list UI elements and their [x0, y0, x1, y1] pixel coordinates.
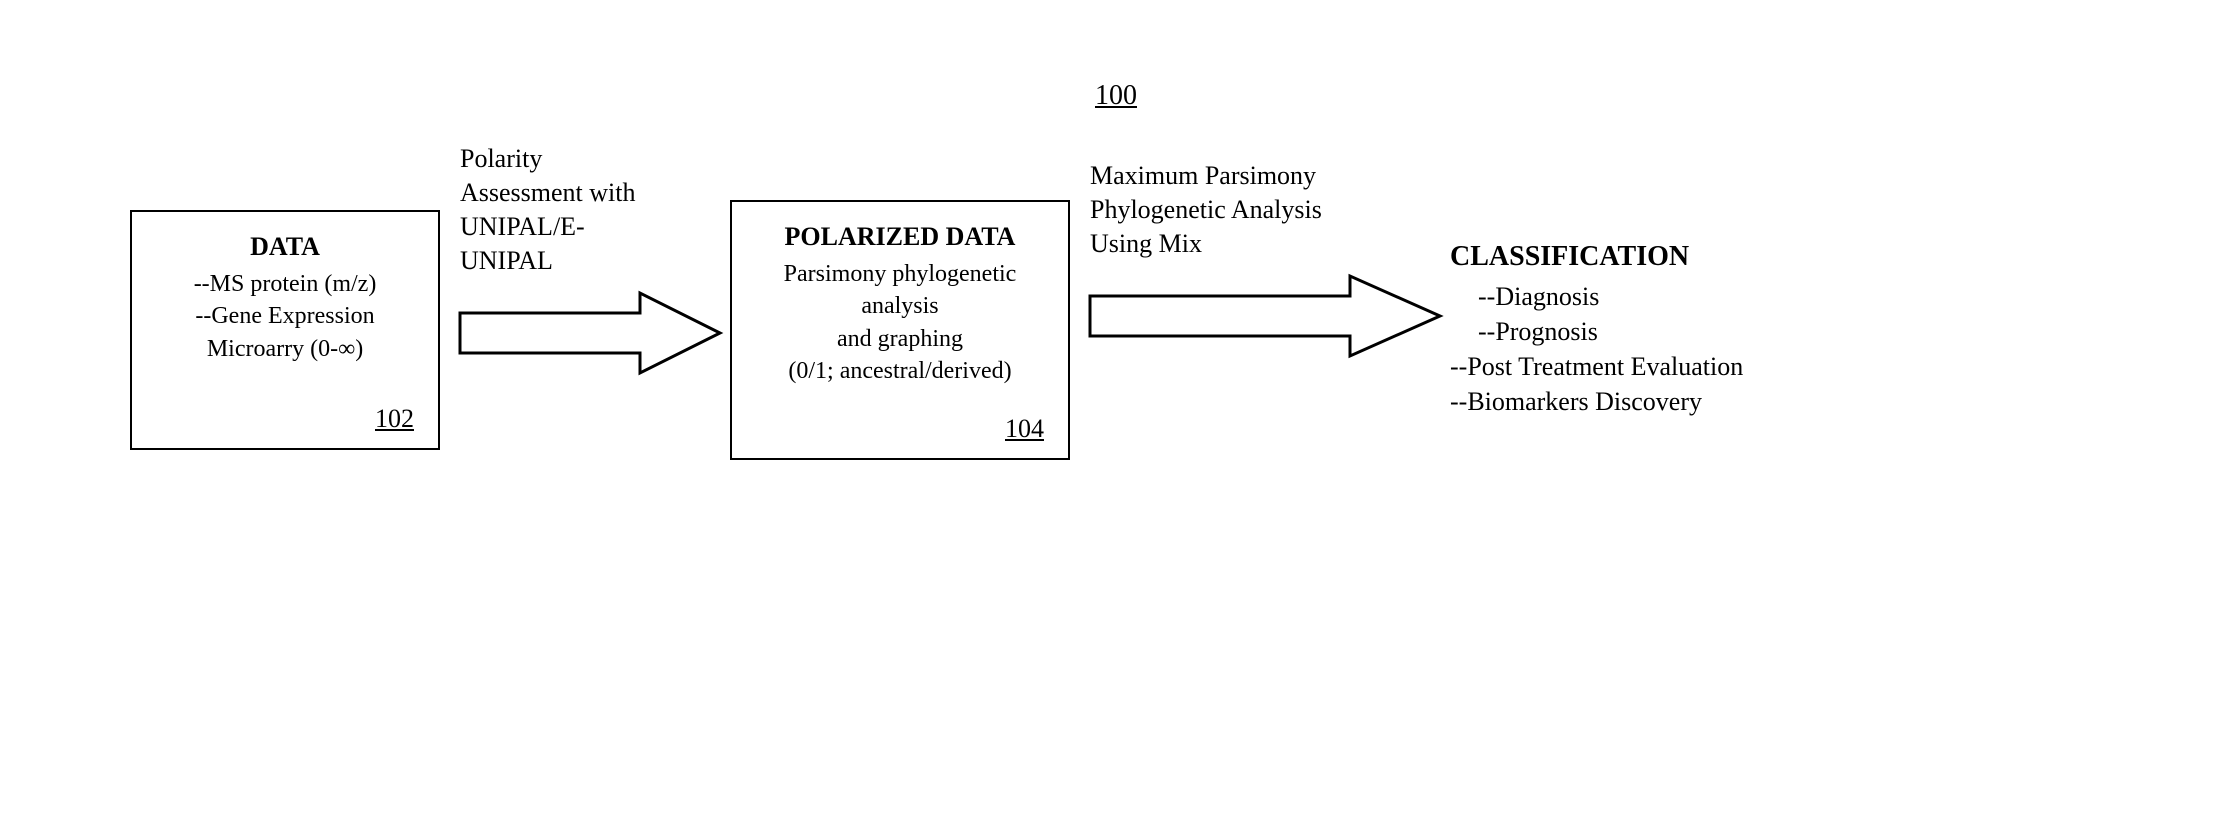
arrow-2-block: Maximum Parsimony Phylogenetic Analysis … [1070, 299, 1450, 360]
flow-container: DATA --MS protein (m/z) --Gene Expressio… [130, 200, 2102, 460]
arrow-2-label-line: Phylogenetic Analysis [1090, 193, 1322, 227]
polarized-box-line: analysis [756, 290, 1044, 322]
polarized-box-line: and graphing [756, 323, 1044, 355]
arrow-1-label-line: UNIPAL/E- [460, 210, 636, 244]
polarized-box-title: POLARIZED DATA [756, 222, 1044, 252]
classification-item: --Prognosis [1450, 314, 1743, 349]
polarized-data-box: POLARIZED DATA Parsimony phylogenetic an… [730, 200, 1070, 460]
arrow-2-label: Maximum Parsimony Phylogenetic Analysis … [1070, 159, 1322, 260]
polarized-box-line: Parsimony phylogenetic [756, 258, 1044, 290]
data-box-title: DATA [156, 232, 414, 262]
data-box-line: --Gene Expression [156, 300, 414, 332]
arrow-1-label-line: Assessment with [460, 176, 636, 210]
data-box: DATA --MS protein (m/z) --Gene Expressio… [130, 210, 440, 450]
figure-number: 100 [1095, 80, 1137, 112]
polarized-box-line: (0/1; ancestral/derived) [756, 355, 1044, 387]
arrow-1-label-line: Polarity [460, 142, 636, 176]
arrow-1-label: Polarity Assessment with UNIPAL/E- UNIPA… [440, 142, 636, 277]
data-box-ref: 102 [375, 404, 414, 434]
classification-block: CLASSIFICATION --Diagnosis --Prognosis -… [1450, 241, 1743, 419]
data-box-line: Microarry (0-∞) [156, 333, 414, 365]
classification-item: --Diagnosis [1450, 279, 1743, 314]
arrow-right-icon [1070, 271, 1450, 361]
polarized-box-ref: 104 [1005, 414, 1044, 444]
arrow-1-block: Polarity Assessment with UNIPAL/E- UNIPA… [440, 282, 730, 377]
classification-heading: CLASSIFICATION [1450, 241, 1743, 273]
arrow-1-label-line: UNIPAL [460, 244, 636, 278]
arrow-right-icon [440, 288, 730, 378]
data-box-line: --MS protein (m/z) [156, 268, 414, 300]
arrow-2-label-line: Maximum Parsimony [1090, 159, 1322, 193]
arrow-2-label-line: Using Mix [1090, 227, 1322, 261]
classification-item: --Post Treatment Evaluation [1450, 349, 1743, 384]
classification-item: --Biomarkers Discovery [1450, 384, 1743, 419]
